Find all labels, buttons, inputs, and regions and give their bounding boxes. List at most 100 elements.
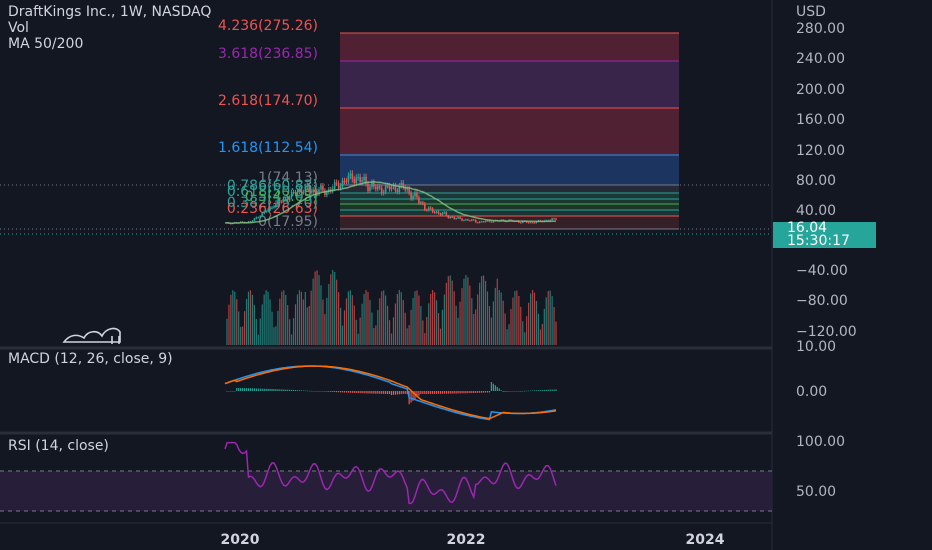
candle-body <box>306 185 309 187</box>
candle-body <box>474 220 477 223</box>
fib-level-label: 4.236(275.26) <box>218 18 318 34</box>
macd-axis-tick: 10.00 <box>796 339 836 355</box>
candle-body <box>488 220 491 222</box>
volume-bar <box>424 333 426 345</box>
volume-bar <box>349 290 351 345</box>
macd-histogram-bar <box>347 391 350 393</box>
volume-bar <box>486 291 489 345</box>
macd-histogram-bar <box>508 391 510 392</box>
candle-body <box>318 189 320 194</box>
macd-histogram-bar <box>526 390 528 392</box>
macd-histogram-bar <box>529 390 532 392</box>
macd-histogram-bar <box>310 390 312 392</box>
candle-body <box>290 192 293 198</box>
macd-histogram-bar <box>388 391 391 395</box>
candle-body <box>384 185 387 192</box>
macd-histogram-bar <box>537 390 540 391</box>
macd-histogram-bar <box>482 391 485 393</box>
candle-body <box>339 185 342 188</box>
candle-body <box>463 220 465 222</box>
macd-histogram-bar <box>275 389 277 391</box>
macd-histogram-bar <box>522 390 524 392</box>
macd-histogram-bar <box>445 391 447 394</box>
candle-body <box>326 192 328 195</box>
macd-histogram-bar <box>453 391 455 394</box>
macd-histogram-bar <box>302 390 304 391</box>
macd-histogram-bar <box>439 391 442 394</box>
macd-histogram-bar <box>242 388 244 391</box>
volume-bar <box>435 300 438 345</box>
volume-bar <box>226 318 228 345</box>
macd-histogram-bar <box>375 391 377 394</box>
macd-histogram-bar <box>469 391 471 394</box>
volume-bar <box>522 321 524 345</box>
candle-body <box>286 198 289 201</box>
candle-body <box>288 197 291 201</box>
candle-body <box>382 191 385 194</box>
volume-bar <box>234 291 236 345</box>
volume-bar <box>338 292 340 345</box>
volume-bar <box>430 293 432 345</box>
macd-histogram-bar <box>477 391 479 393</box>
fib-zone <box>340 61 679 108</box>
macd-histogram-bar <box>245 388 248 391</box>
volume-bar <box>482 275 485 345</box>
macd-histogram-bar <box>332 391 334 392</box>
price-axis-tick: 240.00 <box>796 51 845 67</box>
candle-body <box>433 211 436 213</box>
volume-bar <box>531 290 534 345</box>
candle-body <box>376 186 379 190</box>
candle-body <box>451 216 454 218</box>
candle-body <box>371 182 373 187</box>
volume-bar <box>371 312 373 345</box>
candle-body <box>533 222 536 224</box>
macd-histogram-bar <box>377 391 379 394</box>
macd-histogram-bar <box>330 391 332 392</box>
macd-histogram-bar <box>373 391 375 394</box>
volume-bar <box>271 311 273 345</box>
macd-histogram-bar <box>510 391 512 392</box>
volume-bar <box>318 275 320 345</box>
macd-histogram-bar <box>475 391 477 393</box>
volume-bar <box>320 285 322 345</box>
macd-histogram-bar <box>367 391 369 394</box>
candle-body <box>404 187 407 190</box>
macd-histogram-bar <box>371 391 373 394</box>
macd-histogram-bar <box>502 391 504 392</box>
volume-bar <box>334 272 336 345</box>
volume-bar <box>412 298 414 345</box>
macd-histogram-bar <box>261 388 263 391</box>
candle-body <box>484 221 487 223</box>
volume-bar <box>494 287 496 345</box>
macd-histogram-bar <box>232 391 234 392</box>
candle-body <box>549 219 551 221</box>
volume-bar <box>553 306 555 345</box>
candle-body <box>551 218 553 220</box>
volume-bar <box>285 294 287 345</box>
volume-bar <box>418 295 420 345</box>
volume-bar <box>267 291 269 345</box>
volume-bar <box>508 324 510 345</box>
volume-bar <box>408 325 410 345</box>
volume-bar <box>477 294 479 345</box>
candle-body <box>396 190 399 192</box>
candle-body <box>527 222 530 224</box>
candle-body <box>369 186 371 191</box>
volume-bar <box>392 317 395 345</box>
volume-bar <box>445 282 447 345</box>
candle-body <box>333 182 336 189</box>
price-axis-tick: 120.00 <box>796 143 845 159</box>
macd-histogram-bar <box>418 391 420 396</box>
macd-histogram-bar <box>449 391 451 394</box>
price-axis-tick: 280.00 <box>796 21 845 37</box>
volume-bar <box>449 275 451 345</box>
volume-bar <box>514 291 516 345</box>
volume-bar <box>432 290 434 345</box>
volume-bar <box>294 304 297 345</box>
volume-bar <box>377 310 379 345</box>
macd-histogram-bar <box>428 391 430 394</box>
candle-body <box>476 222 479 224</box>
macd-histogram-bar <box>451 391 453 394</box>
volume-bar <box>422 320 424 345</box>
